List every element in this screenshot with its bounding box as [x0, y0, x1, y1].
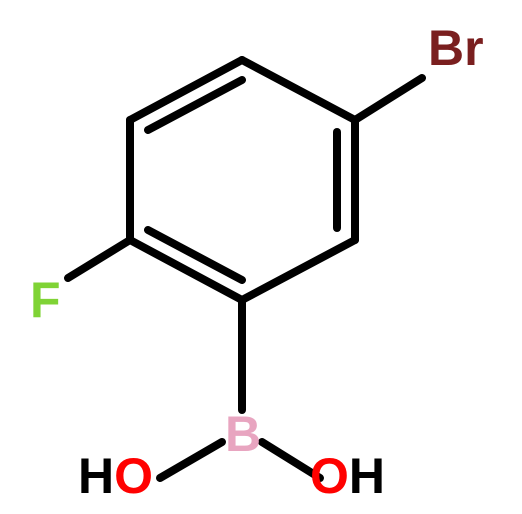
hydroxyl-left: HO: [78, 451, 153, 501]
fluorine-atom: F: [30, 275, 61, 325]
boron-atom: B: [225, 409, 261, 459]
benzene-ring: [130, 60, 355, 300]
bromine-atom: Br: [428, 23, 484, 73]
hydroxyl-right: OH: [310, 451, 385, 501]
